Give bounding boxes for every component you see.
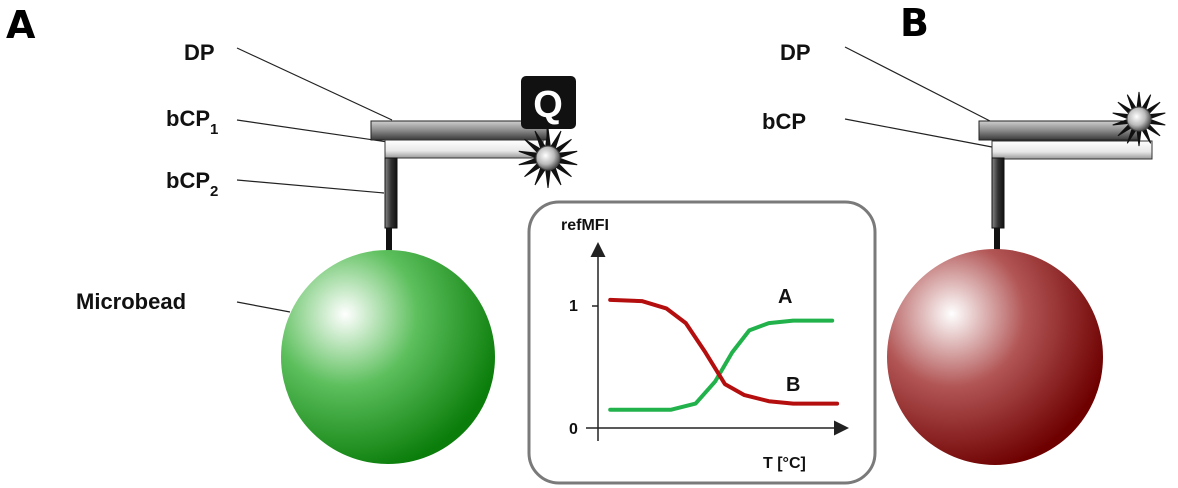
bcp-stem-b (991, 157, 1005, 229)
red-microbead (887, 249, 1103, 465)
bcp2-label-main: bCP (166, 168, 210, 193)
bcp2-leader-line (236, 179, 385, 194)
bcp1-label: bCP1 (166, 106, 218, 138)
quencher-box (521, 76, 576, 129)
bcp1-leader-line (236, 119, 409, 146)
bcp1-label-main: bCP (166, 106, 210, 131)
bcp2-strand (384, 157, 398, 229)
dp-leader-line-b (844, 46, 991, 122)
panel-a-letter: A (6, 3, 36, 47)
series-layer (608, 297, 840, 412)
microbead-leader-line (236, 301, 291, 313)
panel-b-letter: B (900, 1, 929, 45)
bcp1-strand (384, 139, 544, 159)
dp-leader-line-a (236, 47, 393, 121)
bcp-strand-b (991, 140, 1153, 160)
green-microbead (281, 250, 495, 464)
linker-a (386, 228, 392, 252)
panel-a: A DP bCP1 bCP2 Microbead Q (6, 3, 578, 464)
fluorophore-star-icon-a (518, 127, 578, 189)
inset-chart: refMFI T [°C] 1 0 A B (527, 200, 877, 485)
chart-frame (527, 200, 877, 485)
bcp2-label-sub: 2 (210, 183, 218, 200)
y-tick-label-0: 0 (569, 421, 578, 438)
dp-label-b: DP (780, 40, 811, 65)
y-tick-label-1: 1 (569, 298, 578, 315)
x-axis-label: T [°C] (763, 455, 806, 472)
series-label-a: A (778, 286, 792, 308)
quencher-label: Q (533, 84, 563, 126)
series-line-b (608, 297, 840, 406)
bcp2-label: bCP2 (166, 168, 218, 200)
microbead-label: Microbead (76, 289, 186, 314)
dp-label-a: DP (184, 40, 215, 65)
fluorophore-star-icon-b (1112, 91, 1166, 147)
linker-b (994, 228, 1000, 250)
bcp1-label-sub: 1 (210, 121, 218, 138)
bcp-leader-line-b (844, 118, 993, 148)
panel-b: B DP bCP (762, 1, 1166, 465)
bcp-label-b: bCP (762, 109, 806, 134)
series-line-a (608, 318, 835, 412)
y-axis-label: refMFI (561, 217, 609, 234)
dp-strand-a (370, 120, 548, 141)
series-label-b: B (786, 374, 800, 396)
